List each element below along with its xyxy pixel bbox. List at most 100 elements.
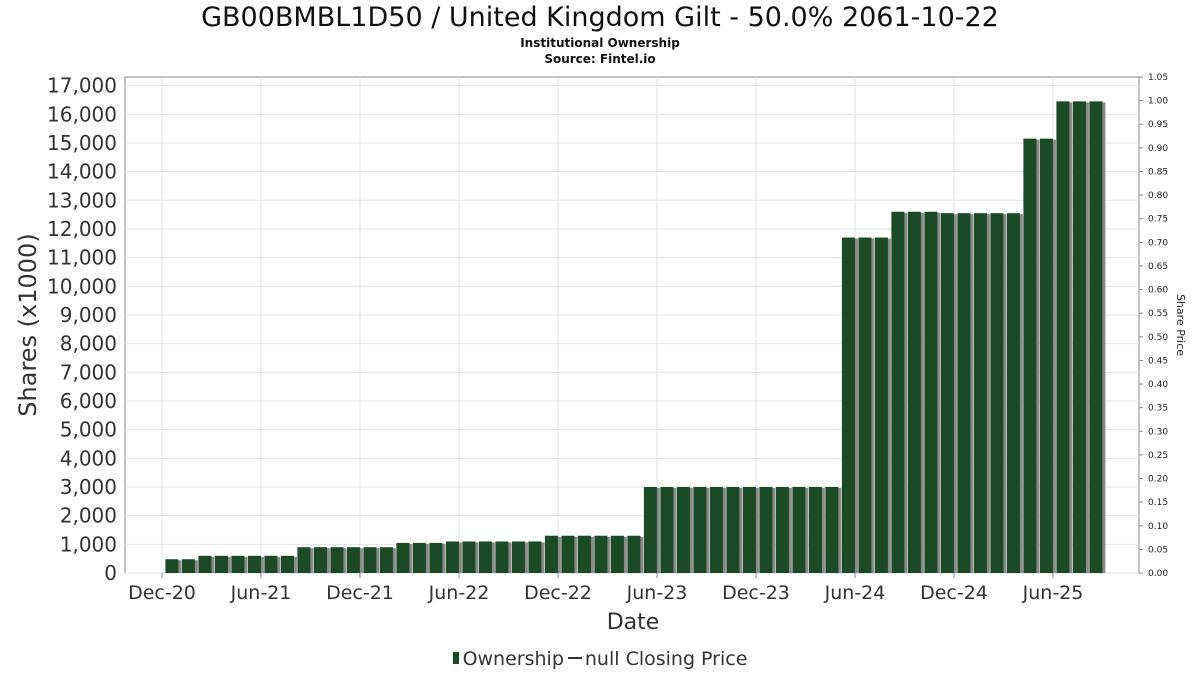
ownership-swatch [452, 651, 459, 664]
y2-tick-label: 0.15 [1148, 498, 1168, 508]
ownership-bar [891, 211, 905, 573]
ownership-bar [330, 547, 344, 573]
ownership-bar [247, 555, 261, 573]
y2-tick-label: 0.85 [1148, 167, 1168, 177]
ownership-bar [511, 541, 525, 573]
ownership-bar [874, 237, 888, 573]
ownership-bar [841, 237, 855, 573]
y-tick-label: 6,000 [60, 389, 117, 413]
y-axis-title: Shares (x1000) [14, 233, 42, 416]
ownership-bar [957, 213, 971, 573]
ownership-bar [792, 486, 806, 573]
y-tick-label: 13,000 [47, 188, 117, 212]
x-tick-label: Dec-23 [722, 582, 790, 604]
ownership-bar [1056, 101, 1070, 574]
y2-tick-label: 0.80 [1148, 191, 1168, 201]
ownership-bar [396, 542, 410, 573]
ownership-bar [709, 486, 723, 573]
ownership-bar [363, 547, 377, 573]
y2-tick-label: 0.50 [1148, 333, 1168, 343]
y2-tick-label: 0.25 [1148, 451, 1168, 461]
y-tick-label: 17,000 [47, 74, 117, 98]
y-tick-label: 16,000 [47, 102, 117, 126]
x-tick-label: Jun-21 [230, 582, 292, 604]
ownership-bar [214, 555, 228, 573]
ownership-bar [379, 547, 393, 573]
chart-title: GB00BMBL1D50 / United Kingdom Gilt - 50.… [201, 2, 999, 33]
ownership-bar [1023, 138, 1037, 574]
ownership-bar [775, 486, 789, 573]
ownership-bar [742, 486, 756, 573]
y-tick-label: 8,000 [60, 332, 117, 356]
y2-tick-label: 0.75 [1148, 215, 1168, 225]
ownership-bar [544, 535, 558, 573]
ownership-bar [726, 486, 740, 573]
x-tick-label: Jun-23 [626, 582, 688, 604]
x-tick-label: Dec-21 [326, 582, 394, 604]
y2-tick-label: 0.95 [1148, 120, 1168, 130]
y2-tick-label: 0.10 [1148, 522, 1168, 532]
ownership-bar [478, 541, 492, 573]
ownership-bar [412, 542, 426, 573]
x-tick-label: Jun-24 [824, 582, 886, 604]
ownership-bar [610, 535, 624, 573]
y-tick-label: 4,000 [60, 446, 117, 470]
y2-tick-label: 0.30 [1148, 427, 1168, 437]
y-tick-label: 0 [104, 561, 117, 585]
ownership-bar [858, 237, 872, 573]
ownership-bar [1006, 213, 1020, 573]
ownership-bar [907, 211, 921, 573]
ownership-bar [198, 555, 212, 573]
ownership-bar [808, 486, 822, 573]
ownership-bar [561, 535, 575, 573]
ownership-bar [495, 541, 509, 573]
ownership-bar [594, 535, 608, 573]
y-tick-label: 15,000 [47, 131, 117, 155]
ownership-bar [577, 535, 591, 573]
y2-tick-label: 1.00 [1148, 97, 1168, 107]
y2-tick-label: 0.40 [1148, 380, 1168, 390]
ownership-bar [429, 542, 443, 573]
y2-tick-label: 0.20 [1148, 475, 1168, 485]
ownership-bar [660, 486, 674, 573]
ownership-bar [940, 213, 954, 573]
closing-price-line-swatch [567, 656, 582, 659]
y-tick-label: 11,000 [47, 246, 117, 270]
x-tick-label: Jun-25 [1022, 582, 1084, 604]
x-tick-label: Jun-22 [428, 582, 490, 604]
ownership-bar [973, 213, 987, 573]
ownership-bar [297, 547, 311, 573]
ownership-bar [990, 213, 1004, 573]
legend-price-label: null Closing Price [584, 648, 748, 670]
ownership-bar [528, 541, 542, 573]
ownership-bar [1039, 138, 1053, 574]
ownership-bar [1089, 101, 1103, 574]
ownership-bar [445, 541, 459, 573]
legend-ownership-label: Ownership [462, 648, 564, 670]
y-tick-label: 7,000 [60, 360, 117, 384]
ownership-bar [346, 547, 360, 573]
ownership-bar [1072, 101, 1086, 574]
y2-axis-title: Share Price [1174, 294, 1187, 356]
ownership-bar [676, 486, 690, 573]
ownership-bar [181, 559, 195, 573]
x-tick-label: Dec-24 [920, 582, 988, 604]
ownership-bar [643, 486, 657, 573]
y2-tick-label: 0.65 [1148, 262, 1168, 272]
ownership-bar [693, 486, 707, 573]
y2-tick-label: 0.70 [1148, 238, 1168, 248]
chart-legend: Ownership null Closing Price [0, 648, 1200, 670]
y2-tick-label: 1.05 [1148, 73, 1168, 83]
ownership-bar [231, 555, 245, 573]
y-tick-label: 12,000 [47, 217, 117, 241]
y-tick-label: 5,000 [60, 418, 117, 442]
y2-tick-label: 0.00 [1148, 569, 1168, 579]
ownership-bar [825, 486, 839, 573]
y2-tick-label: 0.05 [1148, 545, 1168, 555]
chart-subtitle: Institutional Ownership [520, 36, 680, 50]
y-tick-label: 2,000 [60, 504, 117, 528]
y-tick-label: 10,000 [47, 274, 117, 298]
x-tick-label: Dec-22 [524, 582, 592, 604]
ownership-bar [264, 555, 278, 573]
